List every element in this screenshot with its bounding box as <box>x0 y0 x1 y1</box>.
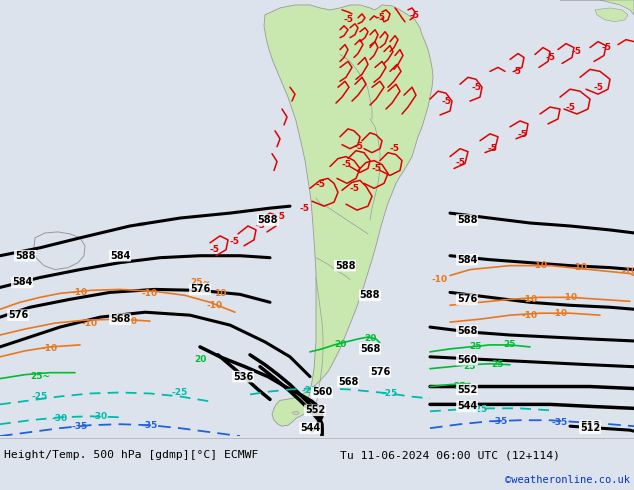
Text: -5: -5 <box>300 204 310 213</box>
Text: -10: -10 <box>432 275 448 284</box>
Text: 20: 20 <box>364 335 376 343</box>
Text: -5: -5 <box>511 67 521 76</box>
Text: -30: -30 <box>52 414 68 423</box>
Text: -10: -10 <box>207 301 223 310</box>
Text: -10: -10 <box>552 309 568 318</box>
Polygon shape <box>292 411 299 414</box>
Text: -5: -5 <box>275 212 285 220</box>
Text: -25: -25 <box>172 388 188 397</box>
Text: 560: 560 <box>457 355 477 365</box>
Text: 576: 576 <box>457 294 477 304</box>
Text: -5: -5 <box>571 47 581 56</box>
Text: -5: -5 <box>315 180 325 189</box>
Text: 568: 568 <box>338 377 358 387</box>
Text: -5: -5 <box>353 142 363 151</box>
Text: -5: -5 <box>230 237 240 246</box>
Text: 584: 584 <box>110 251 130 261</box>
Text: 588: 588 <box>456 215 477 225</box>
Text: 20: 20 <box>334 341 346 349</box>
Text: 552: 552 <box>305 405 325 416</box>
Text: -10: -10 <box>522 295 538 304</box>
Text: -10: -10 <box>622 267 634 276</box>
Text: 25: 25 <box>504 341 516 349</box>
Polygon shape <box>138 222 146 226</box>
Text: -5: -5 <box>210 245 220 254</box>
Text: 576: 576 <box>190 284 210 294</box>
Text: 25~: 25~ <box>30 372 50 381</box>
Text: -10: -10 <box>122 317 138 326</box>
Text: -30: -30 <box>92 412 108 421</box>
Text: -5: -5 <box>371 164 381 173</box>
Text: -10: -10 <box>82 318 98 328</box>
Text: 588: 588 <box>335 261 355 270</box>
Text: -25: -25 <box>32 392 48 401</box>
Text: 20: 20 <box>194 355 206 364</box>
Text: 25: 25 <box>469 343 481 351</box>
Text: -5: -5 <box>343 15 353 24</box>
Text: -5: -5 <box>349 184 359 193</box>
Text: -35: -35 <box>492 416 508 426</box>
Text: -25: -25 <box>382 389 398 398</box>
Text: -5: -5 <box>410 11 420 21</box>
Text: -5: -5 <box>255 221 265 230</box>
Text: -25: -25 <box>302 386 318 395</box>
Text: 568: 568 <box>360 344 380 354</box>
Text: 25~: 25~ <box>190 278 210 287</box>
Text: 512: 512 <box>580 423 600 433</box>
Text: -5: -5 <box>455 158 465 167</box>
Text: -5: -5 <box>487 144 497 153</box>
Polygon shape <box>560 0 634 15</box>
Text: -10: -10 <box>42 344 58 353</box>
Text: -5: -5 <box>441 97 451 106</box>
Text: -5: -5 <box>471 83 481 92</box>
Text: -10: -10 <box>572 263 588 272</box>
Text: -35: -35 <box>552 417 568 427</box>
Text: Tu 11-06-2024 06:00 UTC (12+114): Tu 11-06-2024 06:00 UTC (12+114) <box>340 450 560 460</box>
Text: -10: -10 <box>532 261 548 270</box>
Text: 25: 25 <box>492 360 504 369</box>
Text: -5: -5 <box>341 160 351 169</box>
Text: 544: 544 <box>457 401 477 412</box>
Text: 536: 536 <box>233 371 253 382</box>
Text: 10: 10 <box>214 289 226 298</box>
Text: 544: 544 <box>300 423 320 433</box>
Text: 576: 576 <box>8 310 28 320</box>
Text: 588: 588 <box>258 215 278 225</box>
Text: -10: -10 <box>72 288 88 297</box>
Text: -10: -10 <box>142 289 158 298</box>
Text: ©weatheronline.co.uk: ©weatheronline.co.uk <box>505 475 630 485</box>
Text: 584: 584 <box>457 255 477 265</box>
Text: -5: -5 <box>390 144 400 153</box>
Text: 568: 568 <box>110 314 130 324</box>
Text: -35: -35 <box>142 421 158 430</box>
Text: -5: -5 <box>545 53 555 62</box>
Text: 576: 576 <box>370 367 390 377</box>
Text: 588: 588 <box>359 291 380 300</box>
Text: -5: -5 <box>375 13 385 23</box>
Text: 560: 560 <box>312 388 332 397</box>
Text: 568: 568 <box>457 326 477 336</box>
Text: -5: -5 <box>601 43 611 52</box>
Text: -10: -10 <box>562 293 578 302</box>
Text: Height/Temp. 500 hPa [gdmp][°C] ECMWF: Height/Temp. 500 hPa [gdmp][°C] ECMWF <box>4 450 259 460</box>
Text: -10: -10 <box>522 311 538 319</box>
Text: -25: -25 <box>472 405 488 414</box>
Polygon shape <box>34 232 85 270</box>
Text: -5: -5 <box>517 130 527 139</box>
Text: 552: 552 <box>457 385 477 394</box>
Text: 584: 584 <box>12 277 32 288</box>
Text: -5: -5 <box>593 83 603 92</box>
Polygon shape <box>595 8 628 22</box>
Text: -5: -5 <box>565 102 575 112</box>
Text: 512: 512 <box>580 421 600 431</box>
Text: 25: 25 <box>454 382 466 391</box>
Text: 25: 25 <box>463 362 476 371</box>
Text: -35: -35 <box>72 422 88 431</box>
Polygon shape <box>264 5 433 426</box>
Text: 588: 588 <box>15 251 36 261</box>
